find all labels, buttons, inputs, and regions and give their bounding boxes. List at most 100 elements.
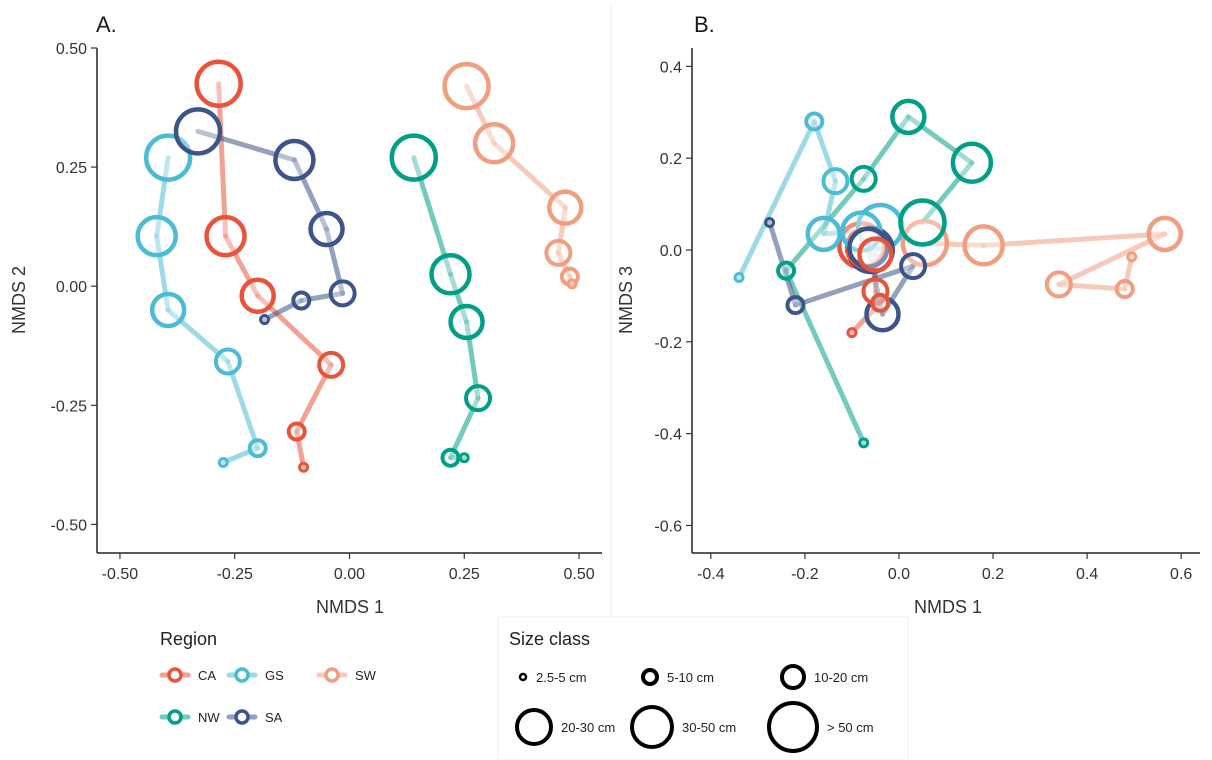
x-tick-label: -0.4 [697, 566, 725, 583]
panel-a-points [135, 59, 584, 473]
region-legend-marker-nw [167, 709, 183, 725]
x-tick-label: 0.2 [982, 566, 1004, 583]
point-ca [298, 461, 310, 473]
series-line-gs [154, 233, 171, 313]
x-tick-label: -0.50 [102, 566, 139, 583]
point-nw [776, 260, 797, 281]
series-line-sw [981, 231, 1168, 248]
region-legend-label: SW [355, 668, 377, 683]
point-sw [566, 278, 578, 290]
point-gs [733, 272, 745, 284]
x-tick-label: 0.6 [1170, 566, 1192, 583]
x-tick-label: -0.25 [216, 566, 253, 583]
region-legend-label: GS [265, 668, 284, 683]
y-tick-label: 0.4 [660, 59, 682, 76]
size-legend-marker [630, 705, 674, 749]
series-line-sa [792, 263, 916, 308]
point-gs [217, 456, 229, 468]
point-gs [149, 291, 187, 329]
size-legend-marker [515, 708, 553, 746]
series-line-nw [905, 114, 975, 166]
y-tick-label: -0.4 [654, 427, 682, 444]
size-legend-marker [518, 672, 528, 682]
point-sa [173, 107, 223, 156]
point-ca [286, 421, 307, 442]
point-ca [846, 327, 858, 339]
size-legend: Size class 2.5-5 cm 5-10 cm 10-20 cm 20-30 … [497, 616, 909, 760]
point-nw [429, 253, 472, 296]
size-legend-title: Size class [509, 629, 590, 649]
point-sw [1044, 270, 1073, 299]
point-nw [448, 303, 485, 341]
y-tick-label: 0.0 [660, 243, 682, 260]
point-gs [247, 438, 268, 459]
x-tick-label: 0.0 [888, 566, 910, 583]
point-sw [547, 189, 584, 226]
size-legend-label: 5-10 cm [667, 670, 714, 685]
series-line-ca [223, 233, 261, 299]
series-line-nw [783, 176, 867, 274]
point-ca [239, 277, 276, 314]
y-tick-label: 0.00 [56, 279, 87, 296]
series-line-sa [195, 128, 297, 163]
series-line-ca [216, 81, 229, 239]
point-ca [857, 236, 894, 273]
series-line-sw [464, 83, 497, 146]
point-ca [204, 214, 247, 258]
point-sw [1114, 279, 1135, 300]
point-sa [291, 290, 312, 311]
size-legend-label: > 50 cm [827, 720, 874, 735]
point-sa [785, 295, 806, 316]
size-legend-box [497, 616, 909, 760]
region-legend: Region CA GS SW NW SA [159, 629, 377, 725]
size-legend-items: 2.5-5 cm 5-10 cm 10-20 cm 20-30 cm 30-50 cm >… [515, 664, 874, 753]
panel-a-x-title: NMDS 1 [316, 597, 384, 617]
x-tick-label: 0.4 [1076, 566, 1098, 583]
y-tick-label: -0.2 [654, 335, 682, 352]
series-line-gs [154, 155, 171, 239]
size-legend-label: 30-50 cm [682, 720, 736, 735]
point-nw [440, 447, 461, 468]
series-line-gs [736, 118, 817, 281]
point-nw [858, 437, 870, 449]
point-sw [962, 224, 1005, 267]
size-legend-label: 20-30 cm [561, 720, 615, 735]
point-sa [899, 252, 928, 281]
point-nw [849, 164, 878, 193]
point-gs [804, 111, 825, 132]
y-tick-label: 0.25 [56, 160, 87, 177]
point-ca [870, 292, 891, 313]
region-legend-title: Region [160, 629, 217, 649]
point-sa [764, 216, 776, 228]
series-line-gs [225, 358, 261, 451]
size-legend-label: 2.5-5 cm [536, 670, 587, 685]
region-legend-marker-sa [234, 709, 250, 725]
point-sw [1146, 215, 1183, 253]
region-legend-items: CA GS SW NW SA [159, 667, 377, 725]
point-sa [308, 210, 345, 248]
point-nw [890, 98, 927, 136]
panel-b-series-lines [736, 114, 1168, 446]
point-gs [821, 167, 850, 196]
point-sa [259, 314, 271, 326]
point-sa [328, 279, 357, 308]
size-legend-marker [767, 701, 819, 753]
y-tick-label: -0.25 [51, 398, 88, 415]
region-legend-marker-sw [324, 667, 340, 683]
panel-a-label: A. [96, 12, 117, 37]
point-sw [442, 61, 491, 111]
region-legend-label: CA [198, 668, 216, 683]
point-gs [805, 215, 842, 253]
region-legend-label: NW [198, 710, 220, 725]
series-line-sw [555, 205, 568, 256]
series-line-sw [922, 240, 987, 248]
y-tick-label: 0.2 [660, 151, 682, 168]
series-line-sw [1056, 231, 1168, 287]
y-tick-label: -0.6 [654, 518, 682, 535]
size-legend-marker [780, 664, 806, 690]
point-ca [317, 350, 346, 379]
panel-b-ticks: -0.4 -0.2 0.0 0.2 0.4 0.6 -0.6 -0.4 -0.2 0.0 0.2 0.… [654, 59, 1192, 583]
panel-a: A. -0.50 -0.25 0.00 0.25 0.50 -0.50 -0.25 0.00 0… [9, 12, 602, 617]
point-gs [135, 214, 178, 258]
